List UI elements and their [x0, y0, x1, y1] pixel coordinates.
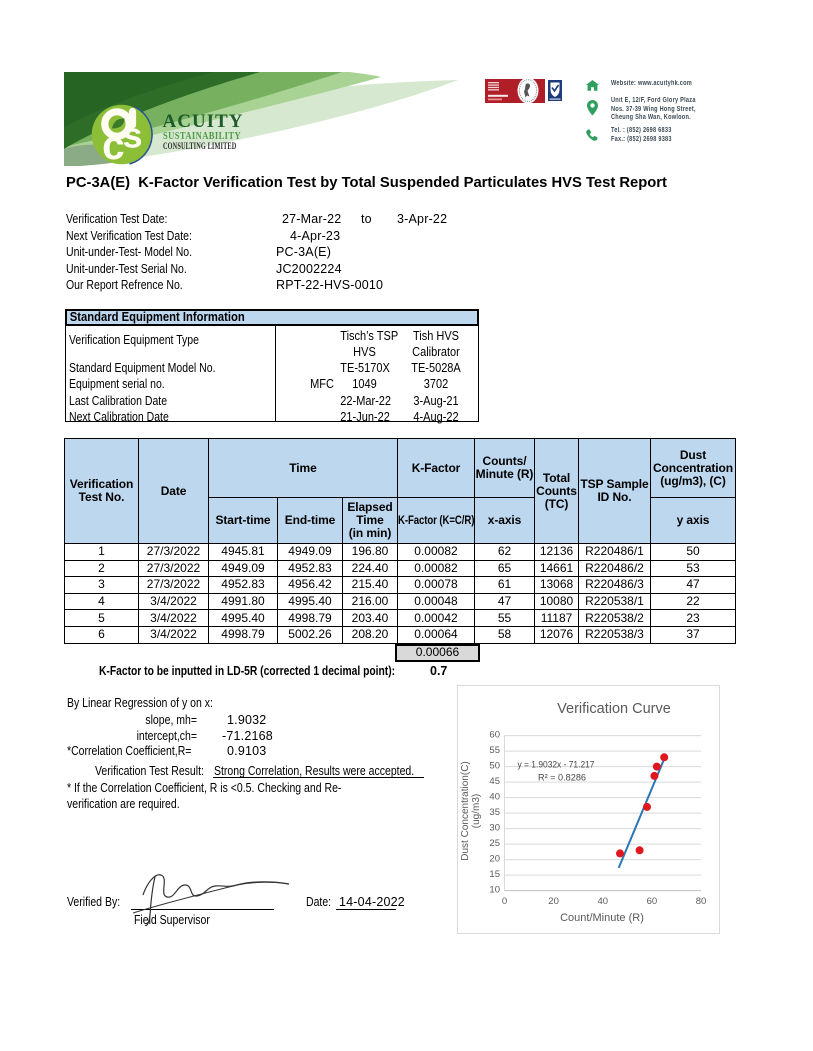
svg-text:(ug/m3): (ug/m3) — [471, 794, 482, 828]
svg-text:40: 40 — [489, 792, 500, 803]
svg-text:Dust Concentration(C): Dust Concentration(C) — [460, 761, 471, 860]
svg-text:25: 25 — [489, 838, 500, 849]
svg-text:60: 60 — [647, 896, 658, 907]
svg-text:60: 60 — [489, 730, 500, 741]
svg-text:50: 50 — [489, 761, 500, 772]
svg-text:20: 20 — [489, 854, 500, 865]
svg-text:15: 15 — [489, 869, 500, 880]
svg-text:R² = 0.8286: R² = 0.8286 — [538, 773, 586, 784]
svg-text:0: 0 — [502, 896, 507, 907]
svg-text:y = 1.9032x - 71.217: y = 1.9032x - 71.217 — [518, 760, 595, 771]
svg-text:55: 55 — [489, 745, 500, 756]
svg-text:10: 10 — [489, 885, 500, 896]
svg-text:Count/Minute (R): Count/Minute (R) — [560, 912, 644, 924]
svg-text:Verification Curve: Verification Curve — [557, 701, 671, 717]
svg-text:s: s — [123, 115, 143, 156]
svg-text:20: 20 — [548, 896, 559, 907]
svg-text:40: 40 — [598, 896, 609, 907]
svg-text:35: 35 — [489, 807, 500, 818]
svg-text:80: 80 — [696, 896, 707, 907]
svg-text:45: 45 — [489, 776, 500, 787]
svg-text:c: c — [102, 122, 125, 168]
svg-text:30: 30 — [489, 823, 500, 834]
